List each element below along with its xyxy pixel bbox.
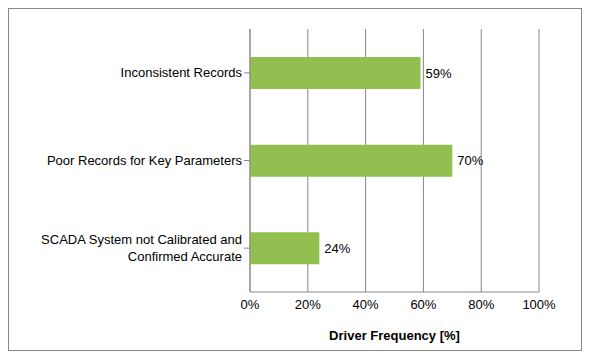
svg-text:59%: 59% bbox=[426, 66, 452, 81]
svg-text:80%: 80% bbox=[468, 297, 494, 312]
svg-text:Poor Records for Key Parameter: Poor Records for Key Parameters bbox=[47, 153, 243, 168]
svg-text:60%: 60% bbox=[410, 297, 436, 312]
svg-text:100%: 100% bbox=[522, 297, 556, 312]
svg-text:Inconsistent Records: Inconsistent Records bbox=[121, 65, 243, 80]
svg-text:20%: 20% bbox=[295, 297, 321, 312]
svg-text:0%: 0% bbox=[241, 297, 260, 312]
svg-text:SCADA System not Calibrated an: SCADA System not Calibrated andConfirmed… bbox=[41, 232, 242, 264]
svg-text:70%: 70% bbox=[457, 153, 483, 168]
svg-text:24%: 24% bbox=[324, 241, 350, 256]
svg-text:40%: 40% bbox=[353, 297, 379, 312]
svg-text:Driver Frequency [%]: Driver Frequency [%] bbox=[329, 328, 460, 343]
